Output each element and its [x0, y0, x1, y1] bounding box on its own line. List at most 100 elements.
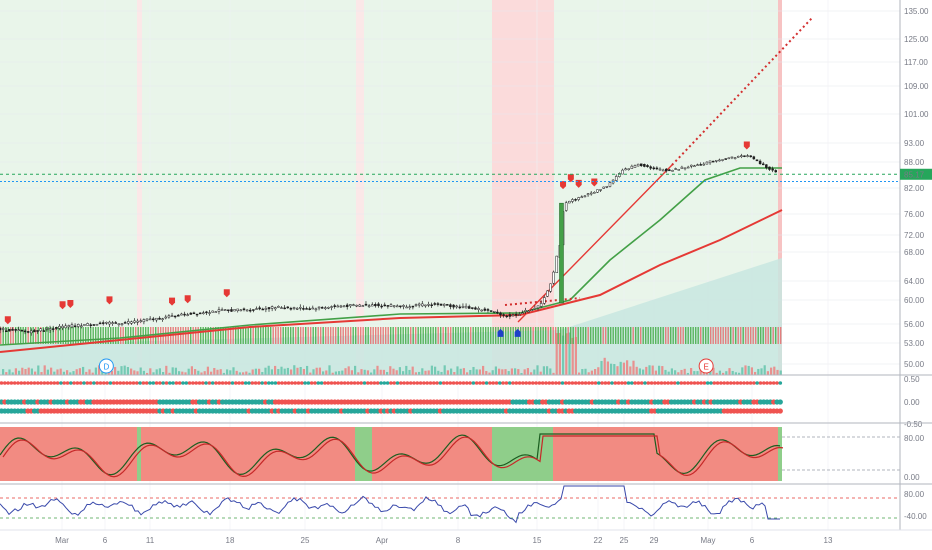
barcode-bar — [280, 327, 282, 344]
volume-bar — [66, 370, 69, 375]
candle-body — [42, 330, 46, 332]
candle-body — [23, 330, 27, 333]
candle-body — [164, 316, 168, 319]
stochastic-tick-label: 0.00 — [904, 473, 920, 482]
barcode-bar — [430, 327, 432, 344]
volume-bar — [206, 366, 209, 375]
barcode-bar — [425, 327, 427, 344]
barcode-bar — [235, 327, 237, 344]
barcode-bar — [662, 327, 664, 344]
stochastic-green-zone — [778, 427, 782, 481]
candle-body — [699, 164, 702, 166]
signal-dot — [692, 381, 697, 385]
candle-body — [733, 157, 737, 159]
volume-bar — [642, 369, 645, 375]
signal-dot — [399, 381, 403, 385]
candle-body — [36, 330, 39, 332]
barcode-bar — [482, 327, 484, 344]
price-tick-label: 125.00 — [904, 35, 929, 44]
volume-bar — [174, 367, 177, 375]
signal-dot — [771, 381, 776, 385]
candle-body — [280, 307, 283, 309]
barcode-bar — [695, 327, 697, 344]
volume-bar — [459, 368, 462, 375]
candle-body — [396, 305, 399, 308]
earnings-marker[interactable]: E — [698, 358, 714, 374]
barcode-bar — [685, 327, 687, 344]
volume-bar — [357, 372, 360, 375]
barcode-bar — [552, 327, 554, 344]
signal-dot — [610, 381, 614, 385]
signal-dot — [234, 381, 238, 385]
volume-bar — [770, 367, 773, 375]
candle-body — [633, 165, 637, 168]
signal-dot — [534, 381, 538, 385]
barcode-bar — [775, 327, 777, 344]
candle-body — [152, 318, 155, 321]
volume-bar — [530, 372, 533, 375]
candle-body — [492, 311, 496, 313]
barcode-bar — [52, 327, 54, 344]
signal-dot — [296, 381, 301, 385]
barcode-bar — [175, 327, 177, 344]
signal-dot — [729, 381, 733, 385]
barcode-bar — [362, 327, 364, 344]
candle-body — [536, 305, 540, 309]
barcode-bar — [357, 327, 359, 344]
candle-body — [543, 297, 546, 304]
signal-dot — [481, 381, 486, 385]
barcode-bar — [777, 327, 779, 344]
volume-bar — [520, 372, 523, 375]
candle-body — [314, 308, 318, 311]
barcode-bar — [287, 327, 289, 344]
barcode-bar — [530, 327, 532, 344]
price-tick-label: 135.00 — [904, 7, 929, 16]
signal-dot — [197, 381, 202, 385]
volume-bar — [334, 371, 337, 375]
volume-bar — [78, 368, 81, 375]
volume-bar — [622, 362, 625, 375]
signal-dot — [154, 381, 159, 385]
barcode-bar — [675, 327, 677, 344]
volume-bar — [478, 369, 481, 375]
barcode-bar — [117, 327, 119, 344]
candle-body — [511, 314, 515, 316]
candle-body — [86, 323, 89, 326]
candle-body — [51, 328, 55, 330]
candle-body — [439, 303, 443, 306]
signal-dot — [375, 381, 380, 385]
red-trendline — [517, 164, 673, 323]
volume-bar — [616, 366, 619, 375]
barcode-bar — [510, 327, 512, 344]
barcode-bar — [42, 327, 44, 344]
volume-bar — [635, 366, 638, 375]
signal-dot — [593, 381, 598, 385]
volume-bar — [251, 369, 254, 375]
volume-bar — [763, 365, 766, 375]
barcode-bar — [335, 327, 337, 344]
barcode-bar — [735, 327, 737, 344]
volume-bar — [133, 370, 136, 375]
volume-bar — [62, 371, 65, 375]
barcode-bar — [600, 327, 602, 344]
volume-bar — [245, 371, 248, 375]
candle-body — [48, 328, 52, 331]
dividend-marker[interactable]: D — [98, 358, 114, 374]
candle-body — [696, 164, 699, 166]
volume-bar — [11, 372, 14, 375]
time-tick-label: 25 — [620, 536, 629, 545]
volume-bar — [408, 369, 411, 375]
volume-bar — [184, 372, 187, 375]
signal-dot — [597, 381, 601, 385]
candle-body — [180, 313, 183, 316]
sell-signal-marker — [184, 295, 191, 304]
volume-bar — [306, 365, 309, 375]
barcode-bar — [660, 327, 662, 344]
candle-body — [133, 320, 136, 323]
candle-body — [170, 315, 174, 318]
volume-bar — [696, 371, 699, 375]
barcode-bar — [70, 327, 72, 344]
event-markers[interactable]: D E — [98, 358, 714, 374]
volume-bar — [21, 367, 24, 375]
